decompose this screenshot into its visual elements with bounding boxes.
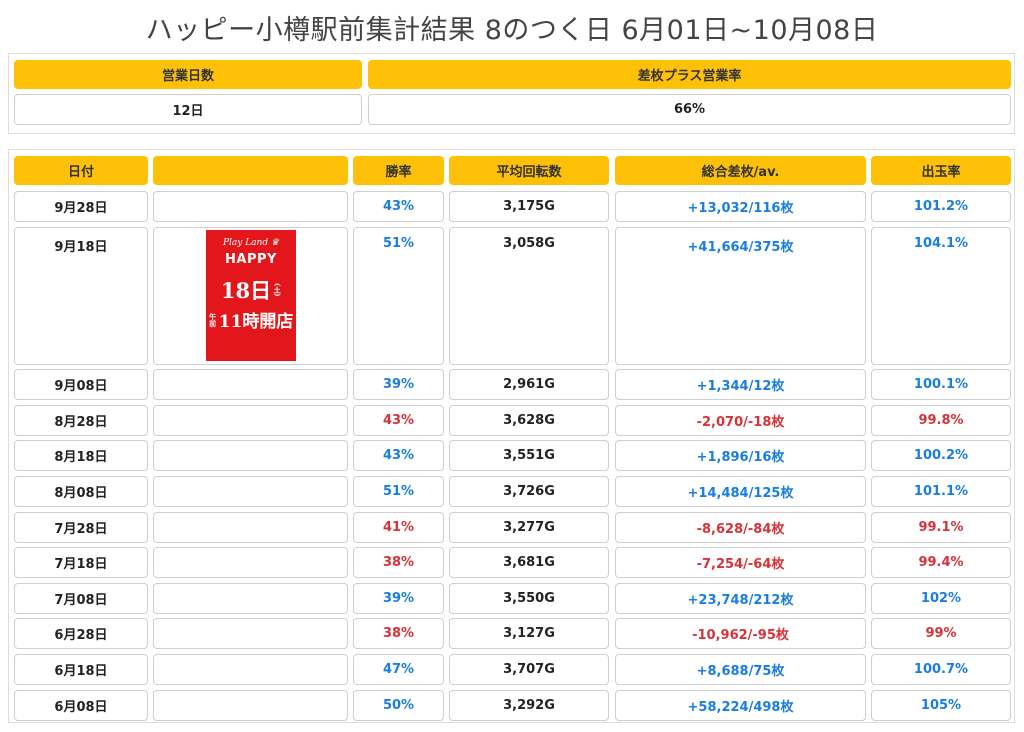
cell-payout-rate: 100.1% (871, 369, 1011, 401)
results-panel: 日付 勝率 平均回転数 総合差枚/av. 出玉率 9月28日 43% 3,175G +13,03… (8, 149, 1015, 723)
cell-image (153, 654, 348, 685)
cell-payout-rate: 101.1% (871, 476, 1011, 507)
header-avg-spins: 平均回転数 (449, 156, 609, 185)
cell-avg-spins: 3,058G (449, 226, 609, 365)
cell-total-diff: +8,688/75枚 (615, 654, 866, 685)
cell-total-diff: -7,254/-64枚 (615, 547, 866, 579)
header-payout-rate: 出玉率 (871, 156, 1011, 185)
banner-open-time: 午前 11時開店 (208, 312, 294, 332)
cell-payout-rate: 99% (871, 618, 1011, 650)
cell-total-diff: -10,962/-95枚 (615, 618, 866, 650)
event-banner-image: Play Land ♛ HAPPY 18日 (土) 午前 11時開店 (206, 230, 296, 361)
header-win-rate: 勝率 (353, 156, 444, 185)
cell-win-rate: 38% (353, 547, 444, 579)
cell-image (153, 404, 348, 436)
cell-total-diff: -8,628/-84枚 (615, 511, 866, 543)
cell-win-rate: 50% (353, 689, 444, 721)
cell-avg-spins: 3,175G (449, 191, 609, 222)
cell-image (153, 582, 348, 614)
page-title: ハッピー小樽駅前集計結果 8のつく日 6月01日~10月08日 (145, 15, 879, 46)
crown-logo: Play Land ♛ (222, 238, 280, 248)
summary-panel: 営業日数 差枚プラス営業率 12日 66% (8, 53, 1015, 134)
banner-day: 18日 (土) (220, 278, 283, 303)
header-image (153, 156, 348, 185)
summary-header-plus-rate: 差枚プラス営業率 (368, 60, 1011, 89)
summary-value-plus-rate: 66% (368, 94, 1011, 125)
cell-date: 7月18日 (14, 547, 148, 579)
cell-image (153, 547, 348, 579)
cell-avg-spins: 3,628G (449, 404, 609, 436)
cell-win-rate: 39% (353, 369, 444, 401)
header-date: 日付 (14, 156, 148, 185)
cell-date: 9月28日 (14, 191, 148, 222)
cell-total-diff: +13,032/116枚 (615, 191, 866, 222)
cell-total-diff: +58,224/498枚 (615, 689, 866, 721)
cell-image (153, 511, 348, 543)
cell-avg-spins: 3,292G (449, 689, 609, 721)
cell-win-rate: 47% (353, 654, 444, 685)
cell-image (153, 618, 348, 650)
cell-win-rate: 39% (353, 582, 444, 614)
cell-win-rate: 43% (353, 404, 444, 436)
cell-win-rate: 43% (353, 191, 444, 222)
cell-avg-spins: 2,961G (449, 369, 609, 401)
cell-avg-spins: 3,681G (449, 547, 609, 579)
cell-payout-rate: 99.4% (871, 547, 1011, 579)
cell-avg-spins: 3,277G (449, 511, 609, 543)
cell-avg-spins: 3,707G (449, 654, 609, 685)
cell-date: 9月18日 (14, 226, 148, 365)
cell-payout-rate: 105% (871, 689, 1011, 721)
cell-payout-rate: 99.1% (871, 511, 1011, 543)
cell-win-rate: 43% (353, 440, 444, 472)
cell-date: 8月28日 (14, 404, 148, 436)
cell-date: 6月08日 (14, 689, 148, 721)
cell-payout-rate: 100.2% (871, 440, 1011, 472)
cell-win-rate: 51% (353, 226, 444, 365)
cell-win-rate: 41% (353, 511, 444, 543)
cell-date: 6月28日 (14, 618, 148, 650)
cell-avg-spins: 3,551G (449, 440, 609, 472)
cell-win-rate: 38% (353, 618, 444, 650)
header-total-diff: 総合差枚/av. (615, 156, 866, 185)
cell-total-diff: +14,484/125枚 (615, 476, 866, 507)
cell-payout-rate: 104.1% (871, 226, 1011, 365)
cell-date: 6月18日 (14, 654, 148, 685)
cell-avg-spins: 3,127G (449, 618, 609, 650)
cell-total-diff: +1,344/12枚 (615, 369, 866, 401)
cell-date: 8月18日 (14, 440, 148, 472)
cell-total-diff: +41,664/375枚 (615, 226, 866, 365)
cell-payout-rate: 102% (871, 582, 1011, 614)
cell-payout-rate: 101.2% (871, 191, 1011, 222)
cell-date: 7月28日 (14, 511, 148, 543)
cell-date: 7月08日 (14, 582, 148, 614)
cell-image (153, 689, 348, 721)
summary-header-days: 営業日数 (14, 60, 362, 89)
summary-value-days: 12日 (14, 94, 362, 125)
cell-win-rate: 51% (353, 476, 444, 507)
cell-image (153, 476, 348, 507)
cell-avg-spins: 3,550G (449, 582, 609, 614)
cell-total-diff: +23,748/212枚 (615, 582, 866, 614)
cell-image (153, 369, 348, 401)
cell-total-diff: -2,070/-18枚 (615, 404, 866, 436)
cell-date: 8月08日 (14, 476, 148, 507)
cell-avg-spins: 3,726G (449, 476, 609, 507)
cell-image (153, 191, 348, 222)
cell-total-diff: +1,896/16枚 (615, 440, 866, 472)
cell-payout-rate: 100.7% (871, 654, 1011, 685)
cell-image (153, 440, 348, 472)
cell-payout-rate: 99.8% (871, 404, 1011, 436)
banner-brand: HAPPY (225, 252, 277, 267)
cell-date: 9月08日 (14, 369, 148, 401)
